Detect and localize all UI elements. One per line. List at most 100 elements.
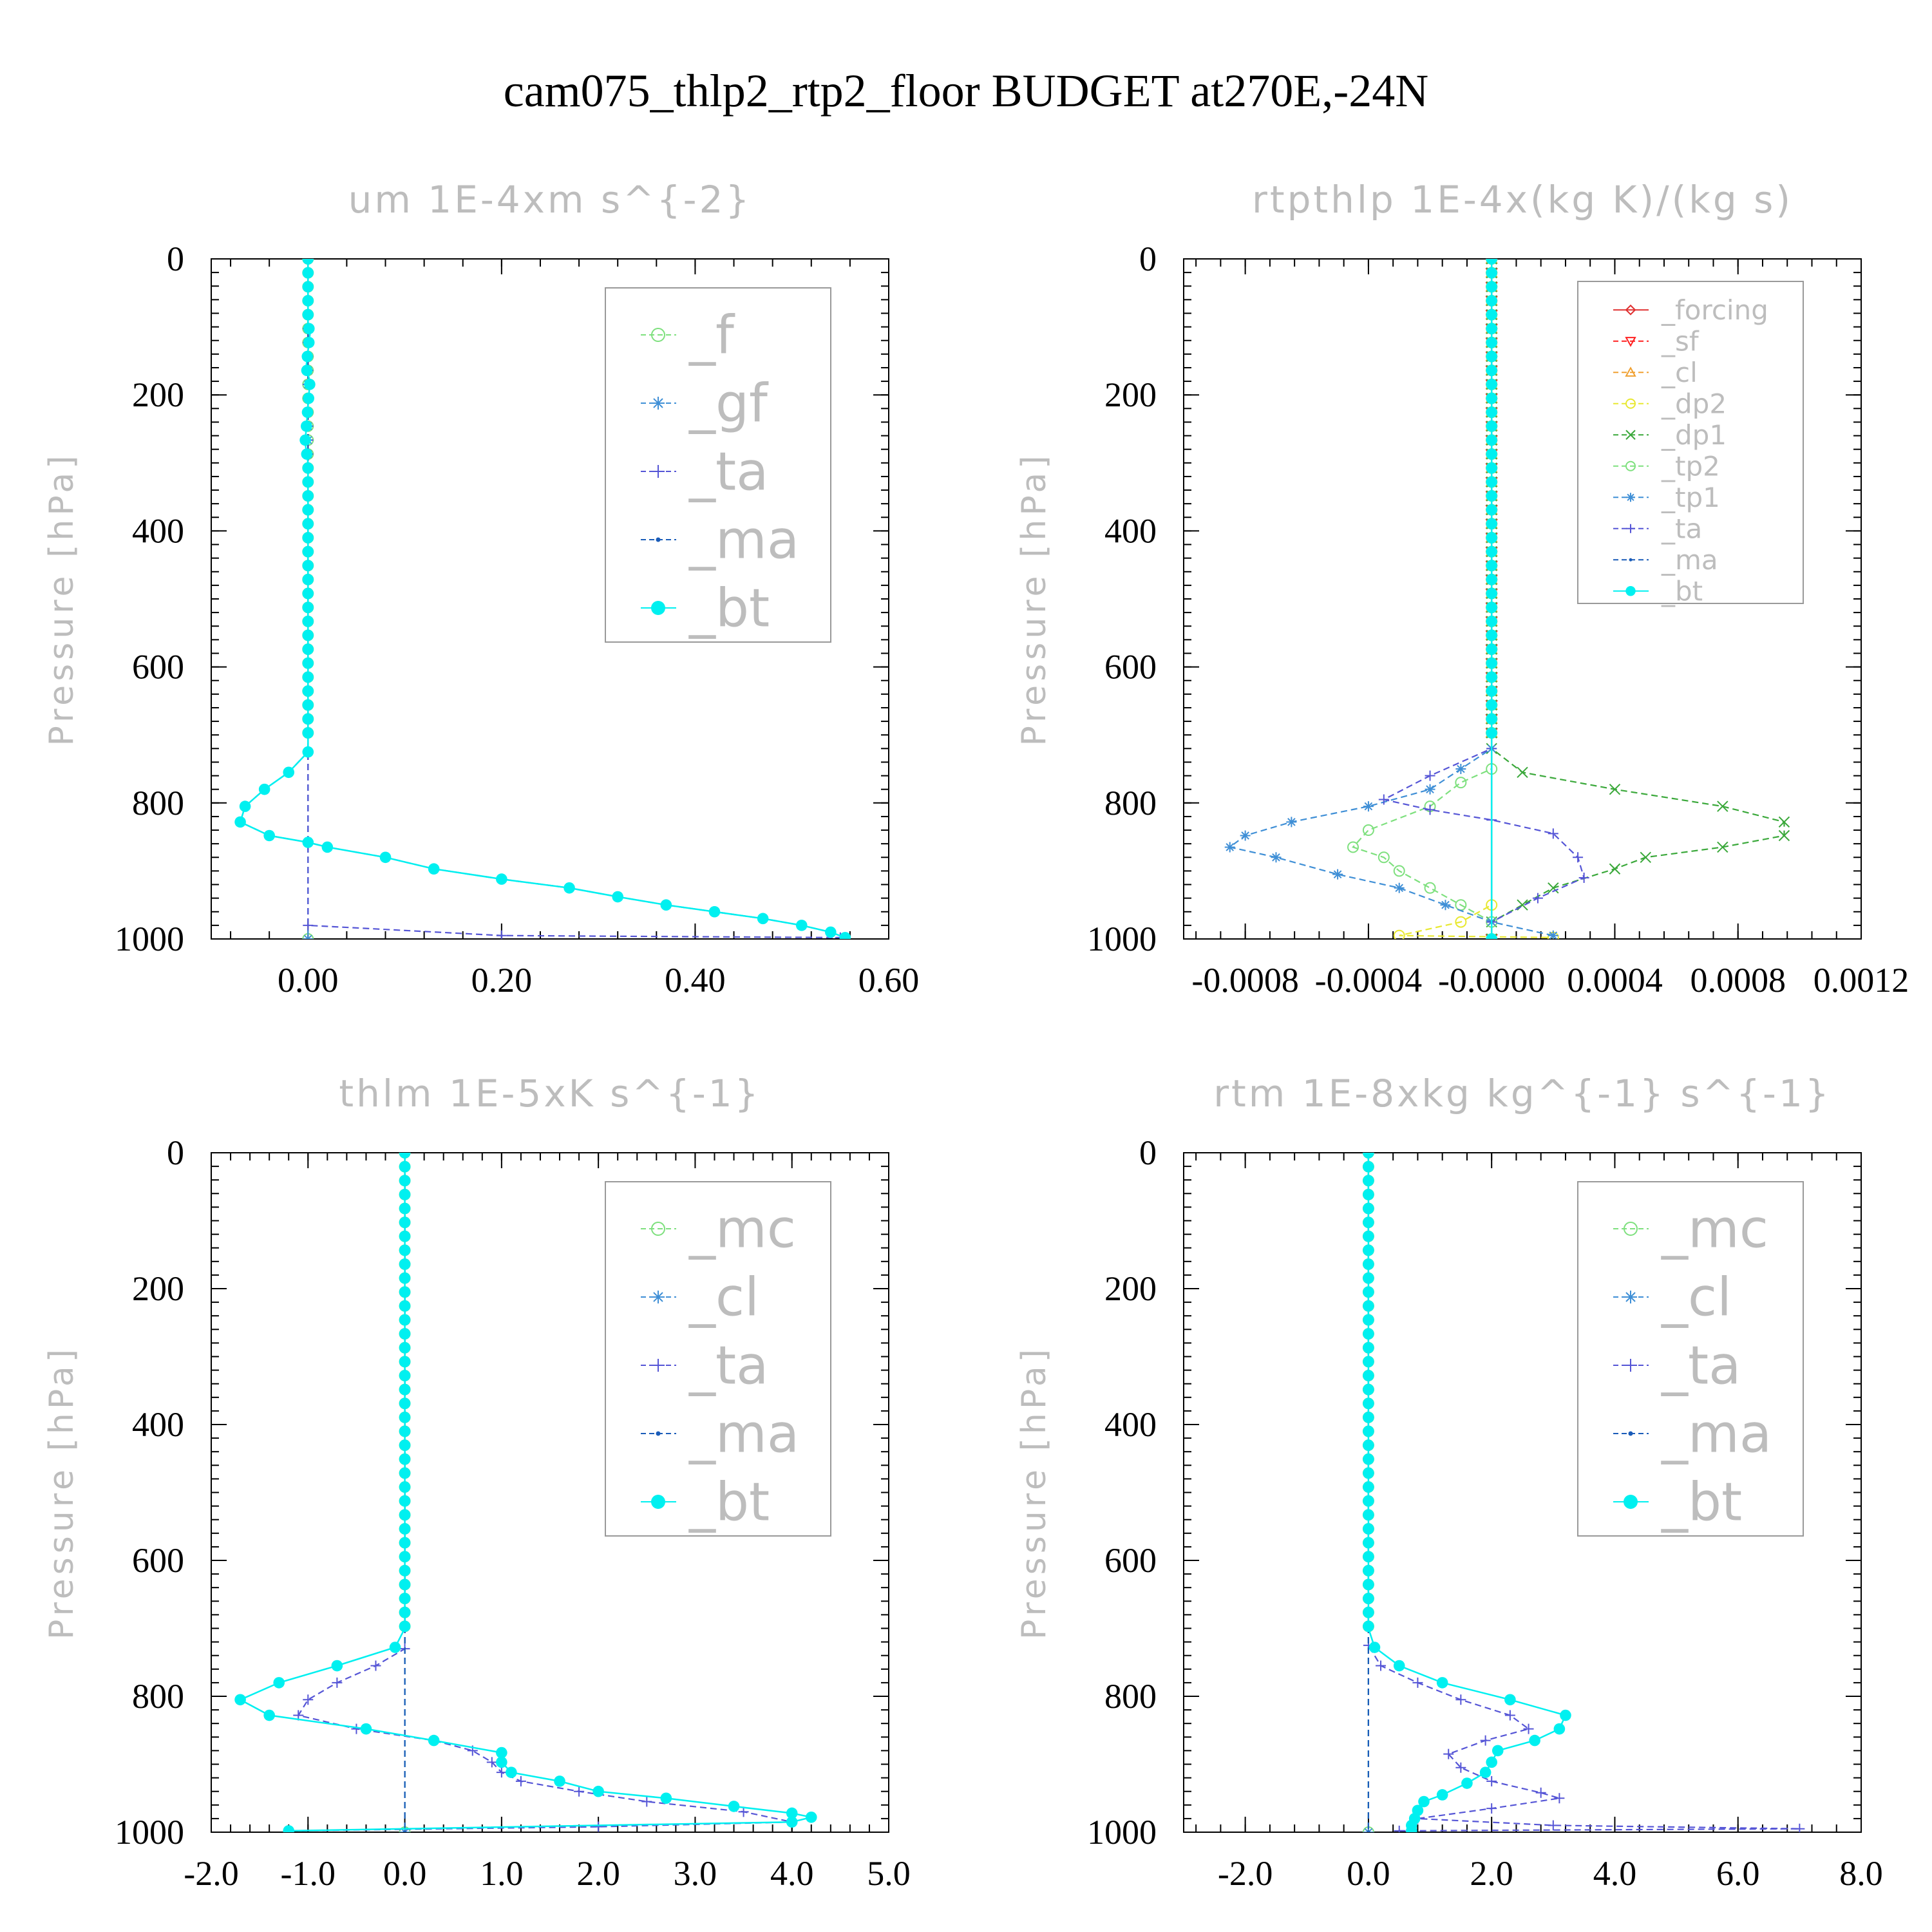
data-point	[1529, 1734, 1540, 1747]
data-point	[1412, 1677, 1423, 1688]
data-point	[1486, 629, 1497, 641]
data-point	[1393, 865, 1405, 877]
series-line	[1491, 259, 1785, 939]
data-point	[234, 1694, 246, 1706]
data-point	[486, 1757, 497, 1768]
data-point	[1363, 1328, 1374, 1340]
legend-entry: _sf	[1613, 325, 1700, 357]
figure-title: cam075_thlp2_rtp2_floor BUDGET at270E,-2…	[504, 65, 1428, 117]
data-point	[506, 1766, 517, 1778]
data-point	[399, 1160, 411, 1173]
y-tick-label: 0	[167, 240, 184, 278]
data-point	[302, 727, 314, 739]
data-point	[302, 267, 314, 279]
data-point	[399, 1217, 411, 1228]
y-tick-label: 600	[1104, 1541, 1157, 1580]
x-tick-label: 1.0	[480, 1854, 524, 1893]
data-point	[1363, 1356, 1374, 1368]
legend-label: _bt	[1661, 575, 1703, 607]
data-point	[1363, 1160, 1374, 1173]
x-tick-label: 0.0012	[1814, 961, 1909, 999]
legend-box	[1577, 281, 1804, 604]
x-tick-label: 3.0	[674, 1854, 717, 1893]
data-point	[283, 766, 295, 779]
y-tick-label: 400	[132, 511, 184, 550]
legend-label: _ta	[688, 1336, 768, 1397]
data-point	[399, 1272, 411, 1284]
x-tick-label: 6.0	[1716, 1854, 1760, 1893]
legend-entry: _dp1	[1613, 419, 1727, 451]
legend-entry: _mc	[1613, 1199, 1768, 1260]
data-point	[331, 1660, 343, 1672]
data-point	[1363, 1578, 1374, 1591]
plot-area	[234, 259, 851, 939]
data-point	[1363, 1454, 1374, 1465]
x-tick-label: 5.0	[867, 1854, 911, 1893]
data-point	[302, 657, 314, 669]
ticks	[211, 1152, 889, 1833]
legend-label: _ma	[688, 510, 799, 571]
data-point	[1455, 1762, 1466, 1773]
data-point	[1486, 448, 1497, 460]
y-tick-label: 0	[1139, 240, 1157, 278]
data-point	[1486, 490, 1497, 502]
legend-marker	[1625, 366, 1636, 377]
data-point	[399, 1620, 411, 1633]
data-point	[564, 882, 575, 894]
data-point	[1486, 476, 1497, 488]
data-point	[1418, 1795, 1430, 1808]
data-point	[1363, 1175, 1374, 1187]
legend-box	[605, 287, 831, 643]
data-point	[1548, 1820, 1558, 1831]
data-point	[1492, 1745, 1504, 1757]
y-tick-label: 800	[132, 784, 184, 822]
legend-marker	[1625, 304, 1636, 316]
data-point	[1486, 434, 1497, 446]
data-point	[1548, 828, 1558, 839]
legend-marker	[1625, 586, 1636, 596]
data-point	[303, 920, 314, 931]
data-point	[515, 1776, 526, 1786]
data-point	[1363, 1620, 1374, 1633]
data-point	[300, 420, 312, 432]
data-point	[302, 518, 314, 530]
data-point	[496, 1767, 507, 1778]
y-axis-label: Pressure [hPa]	[43, 1345, 81, 1640]
y-tick-label: 400	[132, 1405, 184, 1444]
data-point	[1573, 852, 1584, 863]
data-point	[302, 295, 314, 307]
series-bt	[234, 259, 851, 939]
data-point	[399, 1341, 411, 1354]
data-point	[1363, 1244, 1374, 1256]
series-bt	[1486, 259, 1497, 939]
x-tick-label: -2.0	[184, 1854, 238, 1893]
data-point	[302, 259, 314, 265]
legend-marker	[651, 601, 665, 615]
data-point	[612, 891, 623, 903]
data-point	[1486, 1756, 1497, 1768]
series-line	[289, 1153, 792, 1832]
data-point	[399, 1509, 411, 1521]
panel-title: thlm 1E-5xK s^{-1}	[339, 1072, 761, 1115]
panel-title: um 1E-4xm s^{-2}	[348, 178, 752, 222]
series-line	[1228, 259, 1554, 936]
x-tick-label: 2.0	[1470, 1854, 1513, 1893]
series-line	[1381, 259, 1585, 939]
data-point	[1578, 872, 1589, 883]
data-point	[1486, 504, 1497, 516]
y-tick-label: 600	[132, 648, 184, 687]
legend-entry: _cl	[1613, 1267, 1732, 1329]
legend-marker	[1625, 337, 1636, 347]
data-point	[399, 1244, 411, 1256]
data-point	[1436, 1789, 1448, 1801]
data-point	[1480, 1735, 1491, 1746]
y-tick-label: 0	[1139, 1133, 1157, 1172]
y-tick-label: 1000	[1087, 920, 1157, 958]
data-point	[302, 476, 314, 488]
data-point	[1455, 916, 1467, 928]
data-point	[234, 816, 246, 828]
x-tick-label: 0.0008	[1690, 961, 1786, 999]
data-point	[302, 601, 314, 613]
x-tick-label: 0.60	[858, 961, 920, 999]
